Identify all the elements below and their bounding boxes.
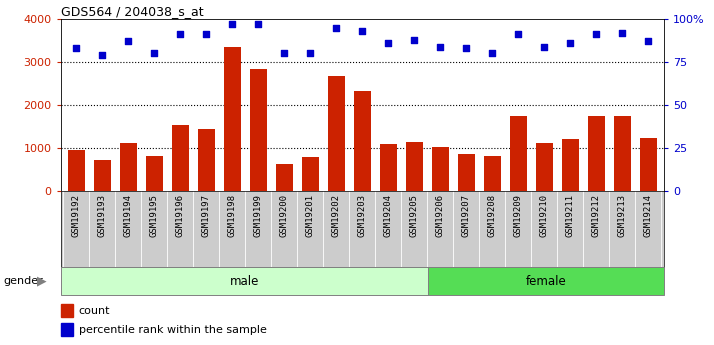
Point: [96, 52, 108, 58]
Point: [461, 46, 472, 51]
Bar: [380, 145, 397, 191]
Text: GSM19198: GSM19198: [228, 194, 237, 237]
Bar: [640, 138, 657, 191]
Point: [278, 51, 290, 56]
Bar: [536, 143, 553, 191]
Bar: [276, 164, 293, 191]
Text: GSM19194: GSM19194: [124, 194, 133, 237]
Text: GSM19197: GSM19197: [202, 194, 211, 237]
Bar: [68, 150, 85, 191]
Text: female: female: [526, 275, 566, 288]
Point: [643, 39, 654, 44]
Text: GSM19212: GSM19212: [592, 194, 601, 237]
Point: [513, 32, 524, 37]
Text: ▶: ▶: [36, 275, 46, 288]
Point: [149, 51, 160, 56]
Bar: [484, 156, 501, 191]
Bar: [510, 116, 527, 191]
Point: [175, 32, 186, 37]
Text: GSM19201: GSM19201: [306, 194, 315, 237]
Text: GSM19203: GSM19203: [358, 194, 367, 237]
Bar: [61, 323, 73, 336]
Text: GSM19200: GSM19200: [280, 194, 289, 237]
Point: [408, 37, 420, 42]
Text: GSM19196: GSM19196: [176, 194, 185, 237]
Text: GSM19204: GSM19204: [384, 194, 393, 237]
Text: GSM19193: GSM19193: [98, 194, 107, 237]
Point: [356, 28, 368, 34]
Bar: [428, 267, 664, 295]
Text: GSM19208: GSM19208: [488, 194, 497, 237]
Text: percentile rank within the sample: percentile rank within the sample: [79, 325, 266, 335]
Point: [565, 40, 576, 46]
Text: count: count: [79, 306, 110, 316]
Bar: [198, 129, 215, 191]
Text: GSM19192: GSM19192: [72, 194, 81, 237]
Point: [590, 32, 602, 37]
Bar: [94, 159, 111, 191]
Bar: [224, 47, 241, 191]
Text: gender: gender: [4, 276, 44, 286]
Point: [253, 21, 264, 27]
Point: [226, 21, 238, 27]
Point: [487, 51, 498, 56]
Point: [305, 51, 316, 56]
Bar: [406, 142, 423, 191]
Bar: [458, 154, 475, 191]
Text: GSM19213: GSM19213: [618, 194, 627, 237]
Bar: [614, 116, 631, 191]
Text: GSM19205: GSM19205: [410, 194, 419, 237]
Text: GSM19211: GSM19211: [566, 194, 575, 237]
Bar: [172, 125, 188, 191]
Bar: [588, 116, 605, 191]
Text: GSM19210: GSM19210: [540, 194, 549, 237]
Point: [435, 44, 446, 49]
Point: [71, 46, 82, 51]
Bar: [146, 156, 163, 191]
Text: GSM19209: GSM19209: [514, 194, 523, 237]
Bar: [120, 143, 137, 191]
Point: [617, 30, 628, 36]
Bar: [61, 304, 73, 317]
Point: [331, 25, 342, 30]
Text: GSM19199: GSM19199: [254, 194, 263, 237]
Point: [201, 32, 212, 37]
Bar: [61, 267, 428, 295]
Bar: [302, 157, 318, 191]
Text: GSM19195: GSM19195: [150, 194, 159, 237]
Bar: [328, 76, 345, 191]
Point: [123, 39, 134, 44]
Text: GSM19214: GSM19214: [644, 194, 653, 237]
Text: GDS564 / 204038_s_at: GDS564 / 204038_s_at: [61, 5, 203, 18]
Point: [383, 40, 394, 46]
Bar: [432, 148, 449, 191]
Text: GSM19202: GSM19202: [332, 194, 341, 237]
Text: GSM19207: GSM19207: [462, 194, 471, 237]
Bar: [562, 139, 579, 191]
Text: male: male: [230, 275, 259, 288]
Bar: [354, 91, 371, 191]
Text: GSM19206: GSM19206: [436, 194, 445, 237]
Bar: [250, 69, 267, 191]
Point: [538, 44, 550, 49]
